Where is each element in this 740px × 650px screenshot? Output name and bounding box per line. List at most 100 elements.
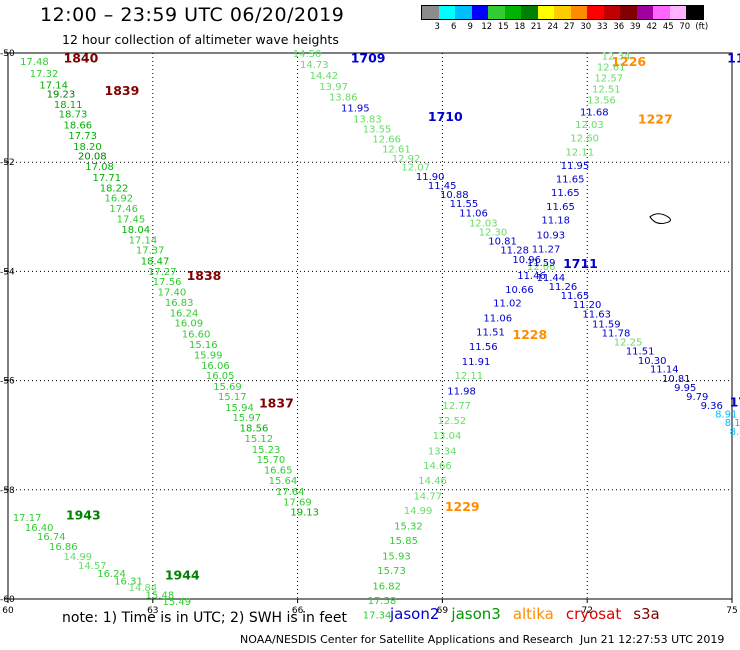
- wave-height-value: 17.17: [13, 513, 42, 524]
- wave-height-value: 18.66: [64, 121, 93, 132]
- wave-height-value: 11.20: [573, 300, 602, 311]
- pass-time-label: 1839: [105, 83, 140, 98]
- wave-height-value: 16.24: [170, 308, 199, 319]
- wave-height-value: 19.13: [290, 508, 319, 519]
- wave-height-value: 17.14: [39, 81, 68, 92]
- legend-label: 70: [679, 22, 691, 32]
- wave-height-value: 12.06: [527, 262, 556, 273]
- wave-height-value: 15.12: [245, 434, 274, 445]
- wave-height-value: 12.61: [597, 63, 626, 74]
- wave-height-value: 11.18: [541, 216, 570, 227]
- lon-tick-label: 66: [292, 606, 304, 616]
- wave-height-value: 11.02: [493, 299, 522, 310]
- wave-height-value: 17.71: [92, 173, 121, 184]
- wave-height-value: 16.05: [206, 371, 235, 382]
- wave-height-value: 11.95: [341, 104, 370, 115]
- wave-height-value: 17.46: [109, 204, 138, 215]
- wave-height-value: 11.91: [462, 357, 491, 368]
- wave-height-value: 11.68: [580, 107, 609, 118]
- color-legend: 3 6 9 12 15 18 21 24 27 30 33 36 39 42 45 70 (ft): [421, 5, 708, 34]
- legend-swatch: [669, 6, 686, 19]
- wave-height-value: 9.36: [701, 401, 723, 412]
- legend-label: 21: [530, 22, 542, 32]
- wave-height-value: 18.04: [121, 225, 150, 236]
- wave-height-value: 12.03: [469, 218, 498, 229]
- wave-height-value: 11.56: [469, 342, 498, 353]
- wave-height-value: 11.55: [450, 199, 479, 210]
- pass-time-label: 1944: [165, 567, 200, 582]
- wave-height-value: 11.65: [551, 188, 580, 199]
- wave-height-value: 17.56: [153, 277, 182, 288]
- map-subtitle: 12 hour collection of altimeter wave hei…: [62, 32, 339, 47]
- wave-height-value: 17.32: [30, 69, 59, 80]
- wave-height-value: 15.48: [146, 591, 175, 602]
- wave-height-value: 9.95: [674, 383, 696, 394]
- wave-height-value: 17.27: [148, 267, 177, 278]
- wave-height-value: 16.09: [175, 319, 204, 330]
- legend-swatch: [537, 6, 554, 19]
- wave-height-value: 11.65: [556, 175, 585, 186]
- footer-note: note: 1) Time is in UTC; 2) SWH is in fe…: [62, 610, 348, 626]
- wave-height-value: 13.55: [363, 124, 392, 135]
- lat-tick-label: -52: [0, 158, 15, 168]
- wave-height-value: 10.88: [440, 190, 469, 201]
- legend-label: 45: [662, 22, 674, 32]
- wave-height-value: 12.30: [479, 228, 508, 239]
- wave-height-value: 14.66: [423, 461, 452, 472]
- legend-label: 3: [434, 22, 440, 32]
- wave-height-value: 11.95: [561, 161, 590, 172]
- wave-height-value: 16.06: [201, 361, 230, 372]
- wave-height-value: 12.57: [594, 74, 623, 85]
- wave-height-value: 12.03: [575, 120, 604, 131]
- wave-height-value: 14.73: [300, 60, 329, 71]
- wave-height-value: 11.65: [546, 202, 575, 213]
- legend-label: 30: [580, 22, 592, 32]
- wave-height-value: 15.16: [189, 340, 218, 351]
- wave-height-value: 16.74: [37, 532, 66, 543]
- pass-time-label: 1227: [638, 112, 673, 127]
- wave-height-value: 16.86: [49, 542, 78, 553]
- wave-height-value: 17.40: [158, 288, 187, 299]
- legend-label: 27: [563, 22, 575, 32]
- pass-time-label: 1229: [445, 499, 480, 514]
- wave-height-value: 11.26: [549, 282, 578, 293]
- wave-height-value: 15.23: [252, 445, 281, 456]
- wave-height-value: 11.90: [416, 172, 445, 183]
- pass-time-label: 11: [727, 50, 740, 65]
- legend-label: 24: [547, 22, 559, 32]
- wave-height-value: 16.31: [114, 576, 143, 587]
- wave-height-value: 12.77: [442, 401, 471, 412]
- legend-swatch: [455, 6, 472, 19]
- legend-swatch: [438, 6, 455, 19]
- wave-height-value: 11.28: [500, 246, 529, 257]
- wave-height-value: 17.34: [363, 610, 392, 621]
- wave-height-value: 14.42: [310, 71, 339, 82]
- wave-height-value: 15.85: [389, 536, 418, 547]
- satellite-name: jason2: [390, 605, 440, 623]
- wave-height-value: 15.17: [218, 392, 247, 403]
- wave-height-value: 8.16: [725, 418, 740, 429]
- wave-height-value: 12.61: [382, 145, 411, 156]
- wave-height-value: 19.23: [47, 89, 76, 100]
- satellite-name: s3a: [633, 605, 660, 623]
- lon-tick-label: 75: [726, 606, 737, 616]
- wave-height-value: 15.99: [194, 350, 223, 361]
- wave-height-value: 16.83: [165, 298, 194, 309]
- pass-time-label: 17: [730, 394, 740, 409]
- legend-swatch: [653, 6, 670, 19]
- wave-height-value: 16.40: [25, 523, 54, 534]
- wave-height-value: 12.11: [565, 147, 594, 158]
- wave-height-value: 17.69: [283, 497, 312, 508]
- wave-height-value: 11.51: [626, 347, 655, 358]
- lat-tick-label: -60: [0, 595, 15, 605]
- wave-height-value: 9.79: [686, 392, 708, 403]
- legend-swatches: [421, 5, 704, 20]
- wave-height-value: 8.8: [730, 427, 740, 438]
- map-frame: [7, 52, 733, 600]
- lon-tick-label: 69: [437, 606, 449, 616]
- legend-swatch: [488, 6, 505, 19]
- satellite-key: jason2 jason3 altika cryosat s3a: [390, 604, 672, 624]
- lon-tick-label: 60: [2, 606, 14, 616]
- wave-height-value: 17.73: [68, 131, 97, 142]
- legend-label: 33: [596, 22, 608, 32]
